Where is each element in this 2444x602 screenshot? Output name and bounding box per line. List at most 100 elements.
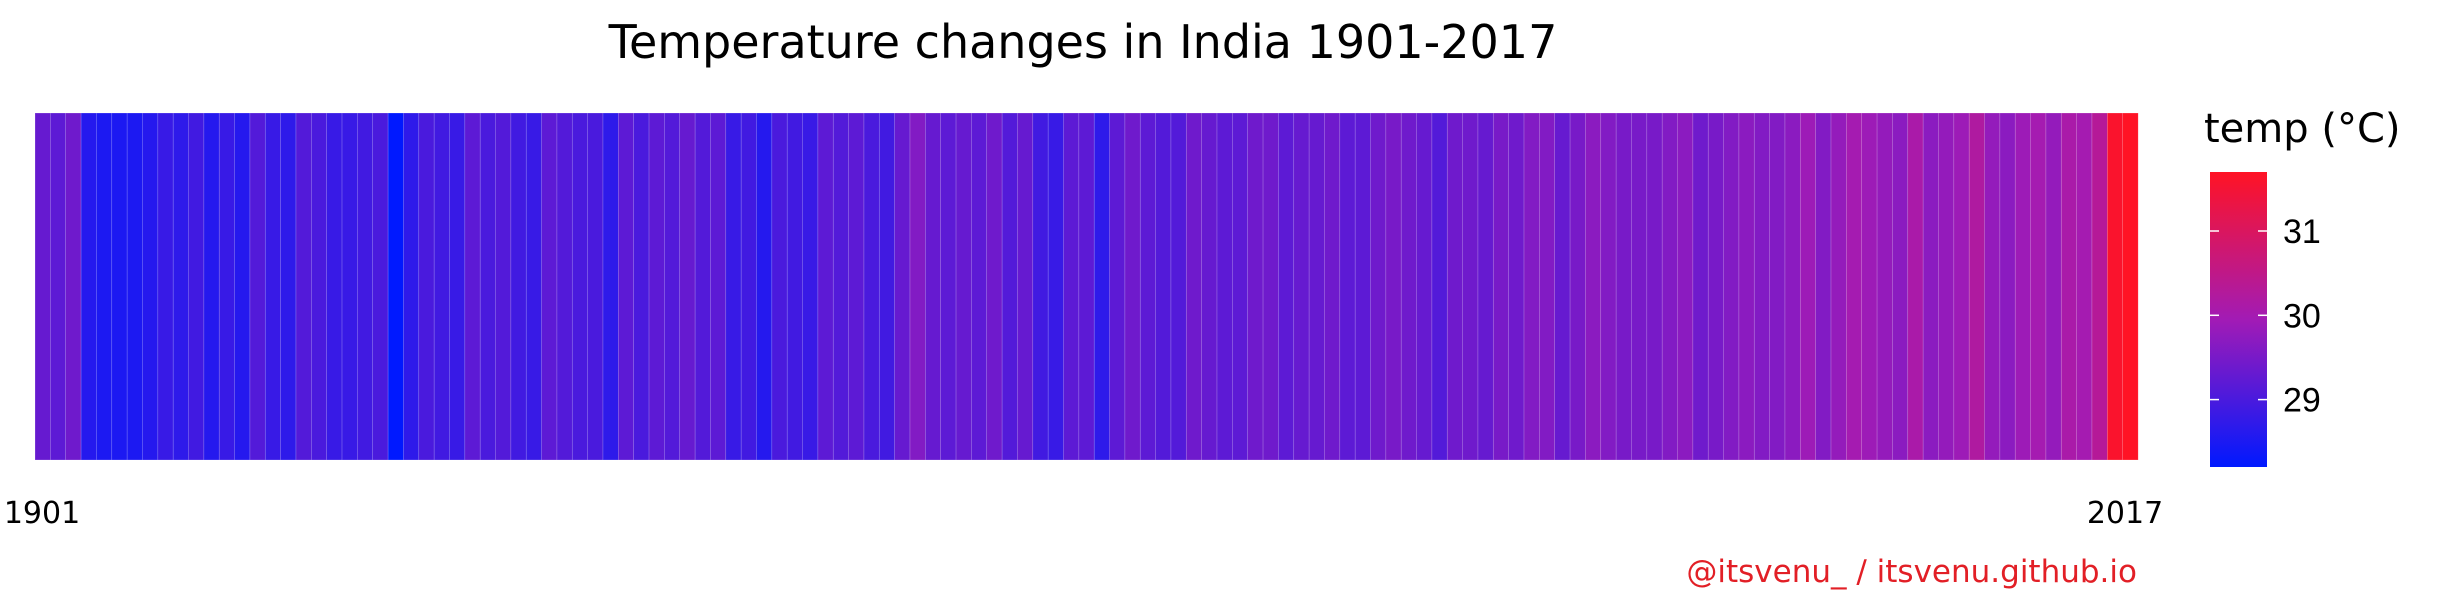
heatmap-cell-2035: [2091, 112, 2108, 461]
heatmap-cell-2037: [2122, 112, 2139, 461]
heatmap-cell-1943: [679, 112, 696, 461]
heatmap-cell-1907: [126, 112, 143, 461]
heatmap-cell-1963: [986, 112, 1003, 461]
heatmap-cell-1949: [771, 112, 788, 461]
heatmap-cell-2010: [1707, 112, 1725, 461]
heatmap-cell-1984: [1308, 112, 1325, 461]
heatmap-cell-1993: [1446, 112, 1464, 461]
heatmap-cell-1978: [1216, 112, 1233, 461]
heatmap-cell-1997: [1508, 112, 1525, 461]
heatmap-cell-1911: [188, 112, 205, 461]
heatmap-cell-1932: [510, 112, 527, 461]
heatmap-cell-1982: [1278, 112, 1295, 461]
heatmap-cell-2008: [1677, 112, 1694, 461]
heatmap-cell-1909: [157, 112, 174, 461]
heatmap-cell-2028: [1984, 112, 2001, 461]
heatmap-cell-1972: [1124, 112, 1141, 461]
heatmap-cell-1990: [1400, 112, 1418, 461]
heatmap-cell-1969: [1078, 112, 1095, 461]
heatmap-cell-1921: [341, 112, 358, 461]
heatmap-cell-1945: [710, 112, 727, 461]
heatmap-cell-1903: [65, 112, 82, 461]
heatmap-cell-1991: [1416, 112, 1433, 461]
heatmap-cell-2016: [1799, 112, 1817, 461]
heatmap-cell-1977: [1201, 112, 1218, 461]
heatmap-cell-1918: [295, 112, 312, 461]
heatmap-cell-1968: [1063, 112, 1080, 461]
heatmap-cell-2020: [1861, 112, 1878, 461]
heatmap-cell-1983: [1293, 112, 1310, 461]
heatmap-cell-1994: [1462, 112, 1479, 461]
heatmap-cell-1914: [234, 112, 251, 461]
heatmap-cell-2006: [1646, 112, 1663, 461]
heatmap-cell-1973: [1139, 112, 1157, 461]
heatmap-cell-2036: [2107, 112, 2124, 461]
heatmap-cell-1952: [817, 112, 834, 461]
heatmap-cell-1962: [971, 112, 988, 461]
heatmap-cell-1917: [280, 112, 297, 461]
legend-tick-label-31: 31: [2283, 213, 2321, 251]
heatmap-cell-1970: [1093, 112, 1111, 461]
heatmap-cell-1905: [96, 112, 113, 461]
x-tick-label-end: 2017: [2087, 496, 2163, 531]
heatmap-cell-1956: [878, 112, 896, 461]
heatmap-cell-1941: [648, 112, 665, 461]
heatmap-cell-1916: [264, 112, 282, 461]
legend-ticks: 29 30 31: [2210, 213, 2321, 420]
heatmap-cell-1901: [34, 112, 51, 461]
heatmap-cell-1960: [940, 112, 957, 461]
heatmap-cell-1936: [571, 112, 589, 461]
heatmap-cell-2013: [1753, 112, 1771, 461]
heatmap-cell-1955: [863, 112, 880, 461]
heatmap-cell-1964: [1001, 112, 1018, 461]
heatmap-cell-2014: [1769, 112, 1786, 461]
heatmap-cell-1925: [403, 112, 420, 461]
heatmap-cell-2026: [1953, 112, 1970, 461]
legend-tick-label-30: 30: [2283, 297, 2321, 335]
heatmap-cell-2015: [1784, 112, 1801, 461]
heatmap-cell-1998: [1523, 112, 1540, 461]
heatmap-cell-1940: [633, 112, 650, 461]
legend-tick-label-29: 29: [2283, 382, 2321, 420]
heatmap-cell-1944: [694, 112, 711, 461]
heatmap-cell-2022: [1892, 112, 1909, 461]
heatmap-cell-2018: [1830, 112, 1847, 461]
heatmap-cell-1971: [1109, 112, 1126, 461]
heatmap-cell-1935: [556, 112, 573, 461]
heatmap-cell-1988: [1370, 112, 1387, 461]
heatmap-cell-1923: [372, 112, 389, 461]
heatmap-cell-1953: [832, 112, 850, 461]
heatmap-cell-1920: [326, 112, 343, 461]
heatmap-cell-1996: [1492, 112, 1510, 461]
heatmap-cell-2031: [2030, 112, 2047, 461]
heatmap-cell-2023: [1907, 112, 1924, 461]
heatmap-cell-1915: [249, 112, 266, 461]
heatmap-cell-1965: [1017, 112, 1034, 461]
heatmap-cell-1929: [464, 112, 481, 461]
heatmap-cell-2003: [1600, 112, 1617, 461]
heatmap-cell-1910: [172, 112, 189, 461]
heatmap-cell-1931: [495, 112, 512, 461]
heatmap-cell-1957: [894, 112, 911, 461]
heatmap-cell-1959: [925, 112, 942, 461]
heatmap-cell-2030: [2014, 112, 2032, 461]
heatmap-cell-2000: [1554, 112, 1571, 461]
chart-title: Temperature changes in India 1901-2017: [608, 15, 1558, 69]
heatmap-cell-2029: [1999, 112, 2016, 461]
heatmap-cell-1924: [387, 112, 404, 461]
heatmap-cell-2027: [1968, 112, 1986, 461]
heatmap-cell-2019: [1846, 112, 1863, 461]
heatmap-cell-1942: [664, 112, 681, 461]
heatmap-cell-2032: [2045, 112, 2062, 461]
heatmap-cell-1950: [786, 112, 804, 461]
heatmap-cell-2021: [1876, 112, 1893, 461]
heatmap-cell-1961: [955, 112, 972, 461]
heatmap-cell-1992: [1431, 112, 1448, 461]
heatmap-cell-2007: [1661, 112, 1678, 461]
heatmap-cell-1939: [618, 112, 635, 461]
heatmap-cell-1908: [142, 112, 159, 461]
heatmap-cell-1928: [449, 112, 466, 461]
heatmap-cell-2017: [1815, 112, 1832, 461]
x-tick-label-start: 1901: [4, 496, 80, 531]
heatmap-cell-2034: [2076, 112, 2093, 461]
